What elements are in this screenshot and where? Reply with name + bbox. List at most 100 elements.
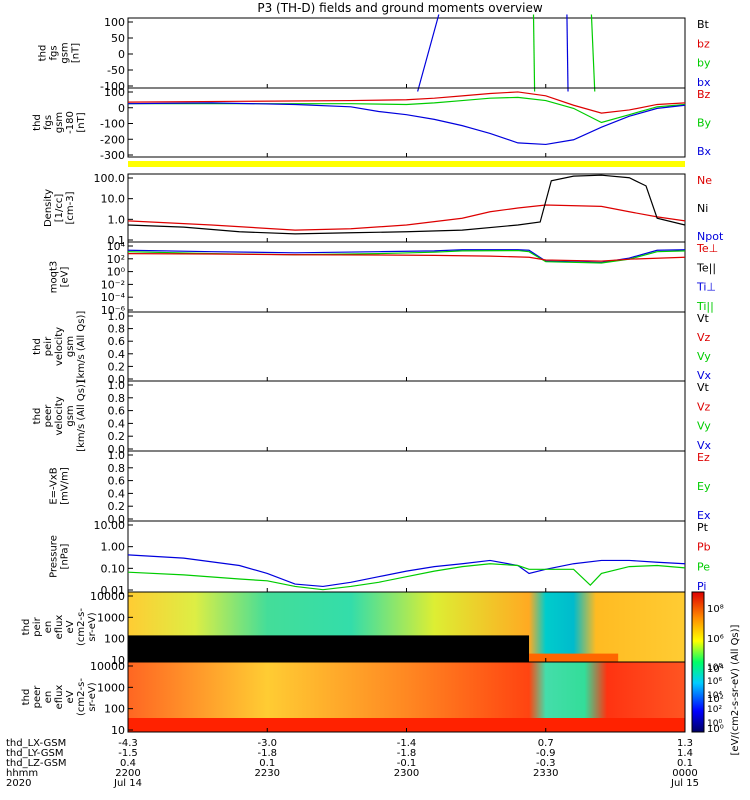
- y-axis-label: gsm: [65, 405, 76, 426]
- x-row-value: -3.0: [257, 738, 277, 749]
- y-tick-label: 100: [104, 86, 125, 99]
- x-row-value: -0.9: [536, 748, 556, 759]
- y-axis-label: fgs: [43, 115, 54, 130]
- x-row-value: 0.1: [259, 758, 275, 769]
- colorbar-tick-label: 10²: [707, 694, 724, 705]
- legend-entry: bx: [697, 76, 711, 89]
- colorbar-label: [eV/(cm2-s-sr-eV) (All Qs)]: [730, 624, 741, 755]
- series-green_b: [590, 14, 596, 92]
- y-axis-label: [km/s (All Qs)]: [76, 311, 87, 383]
- legend-entry: Vz: [697, 400, 711, 413]
- y-tick-label: 0.10: [101, 562, 126, 575]
- y-tick-label: 100: [104, 633, 125, 646]
- y-tick-label: -300: [100, 149, 125, 162]
- colorbar-tick-label-lower: 10²: [707, 705, 722, 715]
- y-tick-label: 50: [111, 32, 125, 45]
- legend-entry: Ey: [697, 480, 711, 493]
- y-tick-label: 10.0: [101, 193, 126, 206]
- legend-entry: Vt: [697, 312, 710, 325]
- x-row-value: Jul 15: [670, 778, 699, 789]
- y-tick-label: 1.0: [108, 449, 126, 462]
- y-tick-label: 0.0: [108, 443, 126, 456]
- y-tick-label: 0.4: [108, 348, 126, 361]
- x-row-value: Jul 14: [113, 778, 142, 789]
- x-row-value: 2200: [115, 768, 140, 779]
- legend-entry: Vt: [697, 381, 710, 394]
- y-axis-label: [mV/m]: [60, 467, 71, 505]
- y-tick-label: 1.00: [101, 541, 126, 554]
- y-axis-label: [km/s (All Qs)]: [76, 380, 87, 452]
- y-tick-label: -50: [107, 64, 125, 77]
- y-tick-label: -200: [100, 133, 125, 146]
- colorbar-tick-label-lower: 10⁸: [707, 663, 722, 673]
- series-Te: [127, 253, 686, 262]
- y-tick-label: 0.8: [108, 392, 126, 405]
- legend-entry: Vy: [697, 420, 711, 433]
- y-tick-label: 0.6: [108, 335, 126, 348]
- x-row-label: 2020: [6, 778, 31, 789]
- panel-peer_en_eflux: 10000 1000 100 10 thd peer en eflux eV (cm2-s-sr-…: [21, 660, 686, 737]
- legend-entry: Vx: [697, 439, 712, 452]
- y-axis-label: fgs: [49, 45, 60, 60]
- y-tick-label: 0.4: [108, 417, 126, 430]
- x-row-value: 0000: [672, 768, 697, 779]
- y-axis-label: [nT]: [76, 112, 87, 132]
- y-tick-label: 10: [111, 724, 125, 737]
- legend-entry: By: [697, 117, 712, 130]
- y-tick-label: 100.0: [94, 172, 126, 185]
- legend-entry: Vy: [697, 350, 711, 363]
- legend-entry: Bz: [697, 88, 711, 101]
- y-axis-label: thd: [21, 689, 32, 706]
- legend-entry: Pb: [697, 541, 711, 554]
- legend-entry: Npot: [697, 230, 724, 243]
- y-tick-label: 0.2: [108, 360, 126, 373]
- mode-bar: [128, 161, 685, 167]
- y-axis-label: eflux: [54, 615, 65, 640]
- y-tick-label: 0: [118, 102, 125, 115]
- colorbar-tick-label: 10⁸: [707, 604, 724, 615]
- panel-fgs_gsm_nT_zoom: 100 50 0 -50 -100 thd fgs gsm [nT] Bt bz by bx: [38, 14, 711, 93]
- y-tick-label: 0.6: [108, 475, 126, 488]
- panel-peir_velocity: 1.00.80.60.40.20.0 thd peir velocity gsm [km/…: [32, 310, 712, 386]
- x-row-value: 0.7: [538, 738, 554, 749]
- legend-entry: Ne: [697, 174, 712, 187]
- series-Ti: [127, 249, 686, 264]
- legend-entry: Pt: [697, 521, 709, 534]
- y-tick-label: 1.0: [108, 310, 126, 323]
- y-tick-label: 10000: [90, 660, 125, 673]
- panel-frame: [127, 520, 686, 593]
- x-row-value: 2300: [394, 768, 419, 779]
- series-Ne: [127, 204, 686, 231]
- y-tick-label: 1000: [97, 681, 125, 694]
- y-tick-label: 0.01: [101, 584, 126, 597]
- x-row-value: -4.3: [118, 738, 138, 749]
- y-axis-label: sr-eV): [87, 682, 98, 711]
- y-axis-label: thd: [38, 45, 49, 62]
- y-tick-label: 0.8: [108, 323, 126, 336]
- y-tick-label: 0.0: [108, 373, 126, 386]
- colorbar-tick-label: 10⁴: [707, 664, 724, 675]
- y-tick-label: 0.2: [108, 500, 126, 513]
- legend-entry: Ti⊥: [696, 281, 716, 294]
- y-tick-label: 1000: [97, 611, 125, 624]
- y-axis-label: thd: [32, 114, 43, 131]
- y-axis-label: en: [43, 691, 54, 704]
- y-axis-label: eV: [65, 690, 76, 703]
- y-axis-label: moqt3: [49, 261, 60, 294]
- y-axis-label: Pressure: [49, 535, 60, 578]
- legend-entry: Vx: [697, 369, 712, 382]
- y-axis-label: [cm-3]: [65, 191, 76, 224]
- x-row-value: 1.3: [677, 738, 693, 749]
- y-axis-label: E=-VxB: [49, 467, 60, 504]
- y-tick-label: 0.4: [108, 487, 126, 500]
- y-axis-label: velocity: [54, 396, 65, 435]
- y-tick-label: -100: [100, 80, 125, 93]
- legend-entry: Bx: [697, 145, 712, 158]
- legend-entry: Ex: [697, 509, 711, 522]
- colorbar-tick-label-lower: 10⁴: [707, 691, 722, 701]
- panel-peer_velocity: 1.00.80.60.40.20.0 thd peer velocity gsm [km/…: [32, 379, 712, 456]
- colorbar-tick-label: 10⁶: [707, 634, 724, 645]
- y-tick-label: 0.6: [108, 405, 126, 418]
- y-axis-label: [nT]: [71, 43, 82, 63]
